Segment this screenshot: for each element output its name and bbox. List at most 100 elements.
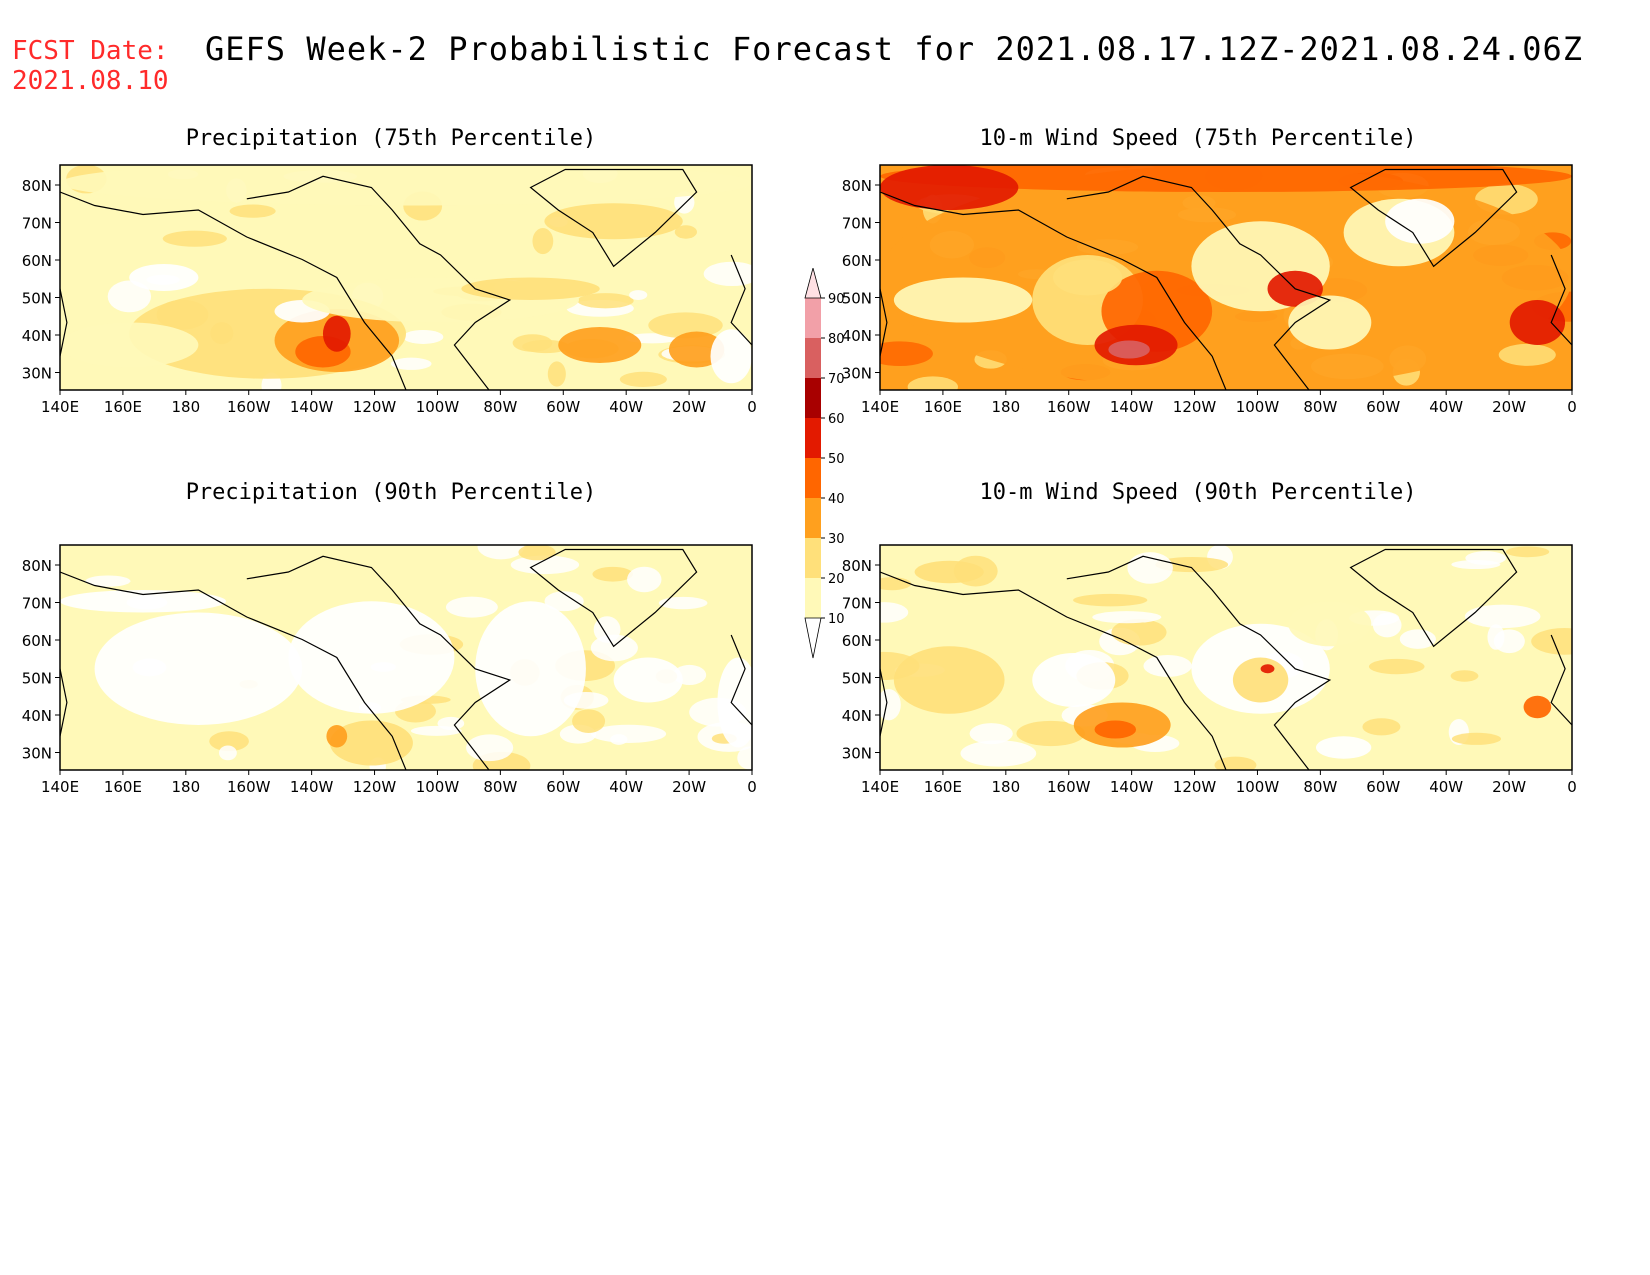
map-frame — [879, 164, 1573, 391]
colorbar-label: 40 — [828, 492, 845, 507]
field-patch — [107, 280, 152, 313]
colorbar-label: 20 — [828, 572, 845, 587]
coastline — [60, 191, 407, 390]
lon-label: 160E — [104, 778, 142, 796]
field-patch — [1362, 718, 1401, 736]
lon-label: 180 — [171, 398, 200, 416]
coastline — [880, 288, 888, 357]
lon-label: 140E — [861, 778, 899, 796]
field-contour — [60, 322, 199, 368]
map-panel-precip75: 80N 70N 60N 50N 40N 30N 140E 160E 180 160W 140W 120… — [22, 164, 757, 416]
map-frame — [879, 544, 1573, 771]
field-patch — [674, 191, 695, 214]
lon-label: 160E — [924, 778, 962, 796]
coastline — [1550, 254, 1572, 346]
lon-label: 140E — [41, 398, 79, 416]
field-patch — [1451, 732, 1502, 745]
colorbar-top-arrow — [804, 268, 822, 299]
field-contour — [326, 725, 348, 748]
field-contour — [60, 165, 752, 206]
coastline — [1066, 175, 1332, 390]
field-contour — [668, 331, 725, 368]
field-contour — [558, 327, 642, 363]
field-patch — [969, 723, 1013, 745]
lat-label: 50N — [842, 670, 872, 688]
field-contour — [1288, 601, 1372, 647]
field-patch — [572, 709, 606, 733]
lat-label: 80N — [842, 177, 872, 195]
lon-label: 160W — [1047, 778, 1091, 796]
coastline — [246, 175, 512, 390]
map-frame — [59, 164, 753, 391]
map-field — [60, 165, 752, 390]
panel-title-precip90: Precipitation (90th Percentile) — [185, 480, 597, 505]
coastline — [730, 634, 752, 726]
field-patch — [880, 577, 912, 591]
lon-label: 20W — [1492, 398, 1526, 416]
coastline — [1349, 548, 1518, 648]
lon-label: 100W — [1236, 778, 1280, 796]
field-contour — [1108, 340, 1150, 359]
field-patch — [532, 228, 554, 255]
lon-label: 60W — [1366, 778, 1400, 796]
field-patch — [437, 716, 465, 731]
lon-label: 100W — [416, 778, 460, 796]
field-contour — [710, 329, 752, 384]
lat-label: 80N — [22, 177, 52, 195]
coastline — [730, 254, 752, 346]
colorbar-box — [805, 378, 821, 418]
field-patch — [880, 602, 909, 623]
field-contour — [1053, 259, 1123, 296]
lon-label: 120W — [1173, 398, 1217, 416]
field-contour — [1288, 295, 1372, 350]
lon-label: 140W — [290, 778, 334, 796]
field-contour — [1385, 198, 1455, 244]
coastline — [60, 571, 407, 770]
field-patch — [510, 555, 580, 575]
field-patch — [1368, 658, 1425, 675]
colorbar: 10 20 30 40 50 60 70 80 90 — [804, 268, 845, 659]
lon-label: 0 — [1567, 398, 1577, 416]
field-contour — [914, 560, 984, 584]
page-title: GEFS Week-2 Probabilistic Forecast for 2… — [205, 30, 1584, 68]
lat-label: 60N — [842, 252, 872, 270]
map-panel-wind90: 80N 70N 60N 50N 40N 30N 140E 160E 180 160W 140W 120… — [842, 544, 1577, 796]
forecast-date-value: 2021.08.10 — [12, 66, 169, 96]
field-patch — [1531, 627, 1572, 655]
coastline — [529, 548, 698, 648]
lon-label: 40W — [1429, 778, 1463, 796]
lat-label: 30N — [22, 745, 52, 763]
coastline — [529, 168, 698, 268]
lat-label: 60N — [22, 632, 52, 650]
field-patch — [218, 745, 237, 761]
lon-label: 0 — [747, 398, 757, 416]
field-contour — [60, 590, 227, 613]
field-patch — [1505, 546, 1550, 558]
field-contour — [880, 165, 1019, 210]
field-patch — [1465, 551, 1507, 566]
coastline — [60, 288, 68, 357]
field-patch — [1450, 670, 1479, 682]
field-patch — [907, 376, 958, 390]
field-contour — [1509, 300, 1566, 345]
map-panel-wind75: 80N 70N 60N 50N 40N 30N 140E 160E 180 160W 140W 120… — [842, 164, 1577, 416]
field-patch — [1143, 654, 1192, 677]
field-patch — [593, 616, 621, 643]
field-patch — [592, 566, 633, 582]
lon-label: 100W — [1236, 398, 1280, 416]
colorbar-label: 30 — [828, 532, 845, 547]
lon-label: 20W — [672, 398, 706, 416]
field-contour — [544, 203, 683, 240]
field-patch — [590, 724, 667, 743]
lon-label: 120W — [353, 778, 397, 796]
field-contour — [717, 657, 752, 748]
lon-label: 40W — [1429, 398, 1463, 416]
field-patch — [627, 566, 662, 593]
coastline — [1066, 555, 1332, 770]
lon-label: 180 — [991, 778, 1020, 796]
field-patch — [1399, 629, 1436, 649]
lon-label: 160E — [104, 398, 142, 416]
lon-label: 120W — [1173, 778, 1217, 796]
lon-label: 180 — [991, 398, 1020, 416]
field-contour — [1523, 695, 1552, 719]
